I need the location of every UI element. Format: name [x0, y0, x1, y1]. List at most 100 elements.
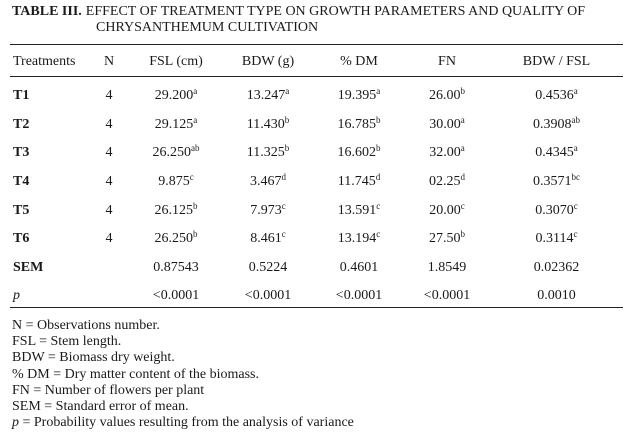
- fn-cell: 32.00a: [404, 139, 490, 168]
- observations-cell: 4: [105, 88, 113, 104]
- header-ratio: BDW / FSL: [522, 54, 591, 69]
- header-row: Treatments N FSL (cm) BDW (g) % DM FN BD…: [10, 48, 623, 76]
- ratio-significance-letter: ab: [571, 114, 581, 125]
- dm-value: 16.785: [337, 116, 377, 132]
- bdw-cell: 13.247a: [222, 76, 314, 111]
- dm-value: 13.194: [337, 231, 377, 247]
- fsl-significance-letter: b: [193, 200, 198, 211]
- dm-value: 19.395: [337, 88, 377, 104]
- bdw-significance-letter: c: [281, 229, 286, 240]
- bdw-cell: 8.461c: [222, 225, 314, 254]
- header-bdw: BDW (g): [241, 54, 295, 69]
- fn-cell: 02.25d: [404, 168, 490, 197]
- bdw-cell: 7.973c: [222, 196, 314, 225]
- caption-line-1: TABLE III. EFFECT OF TREATMENT TYPE ON GR…: [12, 4, 627, 20]
- dm-significance-letter: b: [376, 114, 381, 125]
- ratio-cell: 0.4536a: [490, 76, 623, 111]
- fsl-value: 29.125: [154, 116, 194, 132]
- bdw-value: 7.973: [250, 202, 282, 218]
- fsl-value: 9.875: [158, 174, 190, 190]
- bdw-cell: 11.325b: [222, 139, 314, 168]
- header-dm: % DM: [340, 54, 378, 69]
- treatment-label: T4: [13, 174, 30, 190]
- bdw-value: 3.467: [250, 174, 282, 190]
- table-title-line-1: EFFECT OF TREATMENT TYPE ON GROWTH PARAM…: [85, 4, 586, 19]
- fn-value: 20.00: [429, 202, 461, 218]
- dm-cell: 13.591c: [314, 196, 404, 225]
- fsl-value: 26.250: [154, 231, 194, 247]
- sem-label: SEM: [13, 259, 44, 275]
- observations-cell: 4: [105, 202, 113, 218]
- fn-value: 02.25: [429, 174, 461, 190]
- ratio-cell: 0.4345a: [490, 139, 623, 168]
- top-rule: [10, 44, 623, 45]
- p-fsl: <0.0001: [152, 288, 200, 304]
- bdw-cell: 3.467d: [222, 168, 314, 197]
- bdw-value: 13.247: [246, 88, 286, 104]
- ratio-value: 0.4536: [535, 88, 574, 104]
- bottom-rule: [10, 307, 623, 308]
- dm-value: 11.745: [337, 174, 376, 190]
- ratio-value: 0.4345: [535, 145, 574, 161]
- header-rule: [10, 76, 623, 77]
- fsl-significance-letter: ab: [191, 143, 200, 154]
- fsl-cell: 26.125b: [130, 196, 222, 225]
- dm-value: 16.602: [337, 145, 377, 161]
- table-notes: N = Observations number. FSL = Stem leng…: [12, 318, 354, 431]
- bdw-significance-letter: a: [285, 86, 290, 97]
- note-p-symbol: p: [12, 415, 19, 431]
- sem-fn: 1.8549: [427, 259, 467, 275]
- table-row: T5 4 26.125b 7.973c 13.591c 20.00c 0.3070c: [10, 196, 623, 225]
- table-label: TABLE III.: [12, 4, 82, 19]
- p-dm: <0.0001: [335, 288, 383, 304]
- fn-significance-letter: b: [460, 229, 466, 240]
- p-ratio: 0.0010: [537, 288, 576, 304]
- fn-value: 26.00: [429, 88, 461, 104]
- note-p: p = Probability values resulting from th…: [12, 415, 354, 431]
- dm-cell: 11.745d: [314, 168, 404, 197]
- fsl-significance-letter: a: [193, 114, 198, 125]
- fsl-cell: 29.125a: [130, 111, 222, 140]
- sem-dm: 0.4601: [339, 259, 379, 275]
- observations-cell: 4: [105, 116, 113, 132]
- fsl-cell: 26.250b: [130, 225, 222, 254]
- fsl-value: 29.200: [154, 88, 194, 104]
- p-value-row: p <0.0001 <0.0001 <0.0001 <0.0001 0.0010: [10, 282, 623, 311]
- fn-value: 30.00: [429, 116, 461, 132]
- treatment-label: T6: [13, 231, 30, 247]
- sem-ratio: 0.02362: [533, 259, 580, 275]
- fsl-cell: 26.250ab: [130, 139, 222, 168]
- bdw-significance-letter: d: [281, 172, 287, 183]
- ratio-significance-letter: a: [573, 86, 578, 97]
- sem-row: SEM 0.87543 0.5224 0.4601 1.8549 0.02362: [10, 254, 623, 283]
- treatment-label: T1: [13, 88, 30, 104]
- header-n: N: [103, 54, 115, 69]
- table-title-line-2: CHRYSANTHEMUM CULTIVATION: [96, 20, 319, 35]
- dm-significance-letter: c: [376, 200, 381, 211]
- fsl-significance-letter: a: [193, 86, 198, 97]
- table-caption: TABLE III. EFFECT OF TREATMENT TYPE ON GR…: [12, 4, 627, 36]
- bdw-significance-letter: c: [281, 200, 286, 211]
- ratio-significance-letter: c: [573, 200, 578, 211]
- fn-cell: 30.00a: [404, 111, 490, 140]
- fsl-significance-letter: c: [189, 172, 194, 183]
- fsl-cell: 9.875c: [130, 168, 222, 197]
- note-bdw: BDW = Biomass dry weight.: [12, 350, 175, 366]
- fn-cell: 20.00c: [404, 196, 490, 225]
- sem-bdw: 0.5224: [248, 259, 288, 275]
- dm-cell: 16.602b: [314, 139, 404, 168]
- fn-significance-letter: d: [460, 172, 466, 183]
- ratio-value: 0.3908: [533, 116, 572, 132]
- table-row: T6 4 26.250b 8.461c 13.194c 27.50b 0.3114c: [10, 225, 623, 254]
- header-fn: FN: [438, 54, 456, 69]
- fn-value: 32.00: [429, 145, 461, 161]
- note-n: N = Observations number.: [12, 318, 160, 333]
- fn-significance-letter: b: [460, 86, 466, 97]
- table-row: T1 4 29.200a 13.247a 19.395a 26.00b 0.4536a: [10, 76, 623, 111]
- dm-cell: 19.395a: [314, 76, 404, 111]
- fn-significance-letter: c: [460, 200, 465, 211]
- observations-cell: 4: [105, 145, 113, 161]
- results-table: Treatments N FSL (cm) BDW (g) % DM FN BD…: [10, 48, 623, 311]
- note-dm: % DM = Dry matter content of the biomass…: [12, 366, 260, 382]
- dm-cell: 16.785b: [314, 111, 404, 140]
